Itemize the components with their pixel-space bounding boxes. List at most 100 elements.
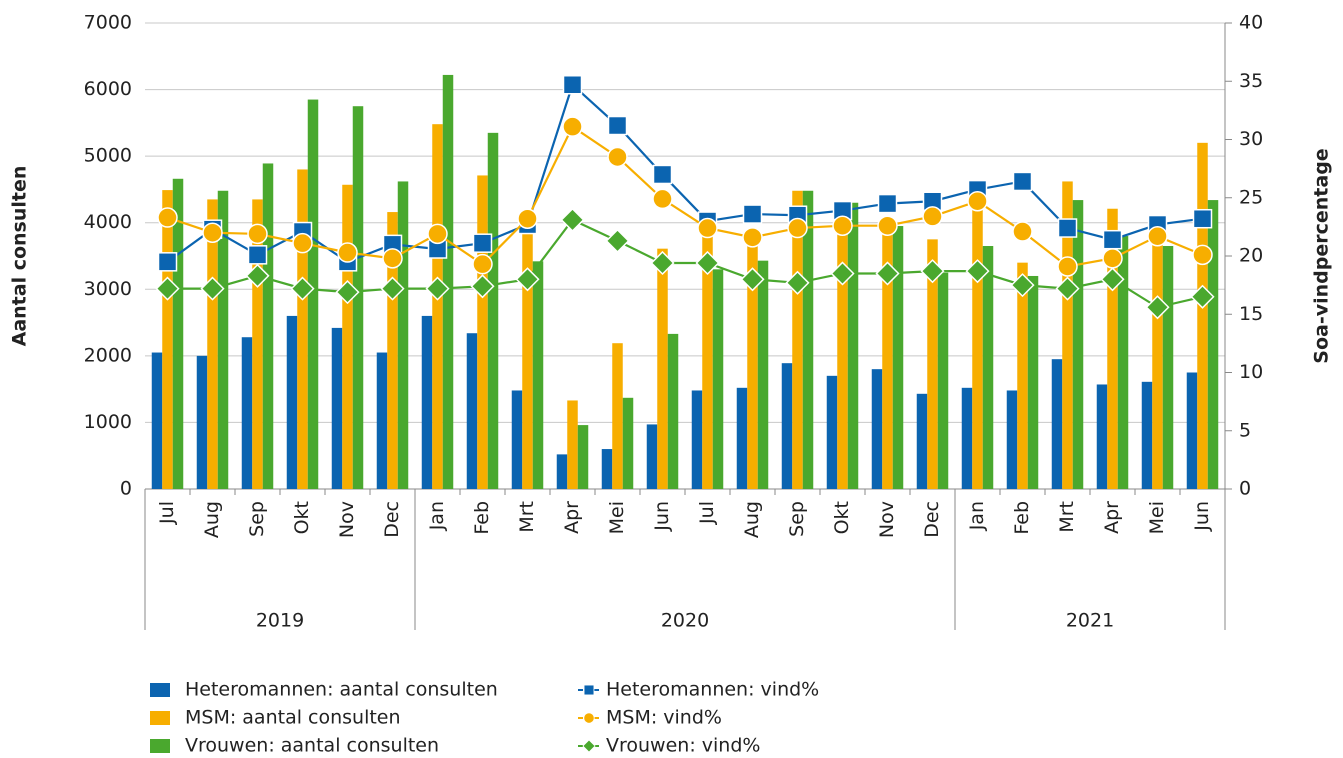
bar [747, 239, 758, 489]
y-tick-label: 5000 [84, 145, 132, 167]
marker [1102, 248, 1123, 269]
marker [787, 217, 808, 239]
marker [877, 193, 898, 214]
bar [736, 387, 748, 489]
x-tick-label: Mei [606, 501, 628, 534]
bar [1152, 216, 1163, 490]
marker [652, 188, 673, 210]
marker [1012, 221, 1033, 242]
bar [1117, 236, 1129, 489]
marker [1192, 244, 1213, 266]
marker [1055, 276, 1080, 301]
bar [916, 393, 928, 489]
bar [1207, 200, 1219, 489]
y2-tick-label: 30 [1239, 128, 1263, 150]
bar [1027, 275, 1039, 489]
x-tick-label: Feb [1011, 501, 1033, 535]
marker [472, 233, 493, 253]
marker [292, 232, 313, 254]
legend-label: MSM: aantal consulten [185, 707, 401, 729]
x-tick-label: Jan [426, 501, 448, 531]
bar [757, 260, 769, 489]
bar [1051, 359, 1063, 489]
bar [172, 178, 184, 489]
x-tick-label: Aug [741, 501, 763, 538]
marker [1012, 171, 1033, 192]
bar [252, 199, 263, 489]
marker [652, 164, 673, 185]
bar [657, 248, 668, 489]
bar [162, 190, 173, 489]
y2-tick-label: 5 [1239, 419, 1251, 441]
x-tick-label: Mei [1146, 501, 1168, 534]
bar [781, 363, 793, 489]
bar [871, 369, 883, 489]
marker [875, 261, 900, 286]
bar [646, 424, 658, 489]
marker [607, 115, 628, 136]
y-tick-label: 0 [120, 478, 132, 500]
marker [200, 276, 225, 301]
bar [1072, 200, 1084, 489]
group-label: 2020 [661, 610, 709, 632]
marker [740, 267, 765, 292]
marker [472, 253, 493, 275]
y2-tick-label: 25 [1239, 186, 1263, 208]
x-tick-label: Mrt [1056, 501, 1078, 533]
y2-tick-label: 35 [1239, 70, 1263, 92]
marker [247, 245, 268, 265]
x-tick-label: Jun [651, 501, 673, 532]
bar [847, 202, 859, 489]
marker [785, 270, 810, 295]
bar [802, 190, 814, 489]
x-tick-label: Dec [381, 501, 403, 538]
x-tick-label: Dec [921, 501, 943, 538]
marker [157, 207, 178, 228]
legend-label: Heteromannen: vind% [606, 679, 819, 701]
x-tick-label: Sep [246, 501, 268, 537]
marker [967, 190, 988, 212]
marker [290, 276, 315, 301]
y-tick-label: 1000 [84, 411, 132, 433]
legend-marker [583, 712, 595, 724]
bar [712, 269, 724, 489]
bar [622, 397, 634, 489]
x-tick-label: Okt [831, 501, 853, 534]
marker [380, 276, 405, 301]
bar [387, 212, 398, 489]
marker [155, 276, 180, 301]
bar [241, 337, 253, 489]
bar [532, 261, 544, 489]
legend-marker [582, 739, 596, 753]
bar [792, 190, 803, 489]
bar [927, 239, 938, 489]
bar [207, 199, 218, 489]
y2-tick-label: 40 [1239, 12, 1263, 34]
bar [522, 222, 533, 489]
bar [556, 454, 568, 489]
marker [202, 222, 223, 243]
x-tick-label: Jan [966, 501, 988, 531]
legend-label: MSM: vind% [606, 707, 722, 729]
bar [961, 387, 973, 489]
bar [1062, 181, 1073, 489]
marker [1102, 229, 1123, 250]
marker [922, 206, 943, 227]
marker [582, 739, 596, 753]
bar [667, 333, 679, 489]
bar [297, 169, 308, 489]
bar [982, 246, 994, 489]
marker [832, 215, 853, 236]
bar [882, 222, 893, 489]
bar [432, 124, 443, 489]
y2-axis-title: Soa-vindpercentage [1311, 148, 1333, 363]
marker [1100, 267, 1125, 292]
marker [517, 208, 538, 229]
x-tick-label: Jul [696, 501, 718, 525]
marker [742, 227, 763, 248]
bar [1162, 246, 1174, 489]
marker [1192, 208, 1213, 229]
x-tick-label: Apr [561, 501, 583, 534]
marker [920, 259, 945, 284]
bar [1107, 208, 1118, 489]
